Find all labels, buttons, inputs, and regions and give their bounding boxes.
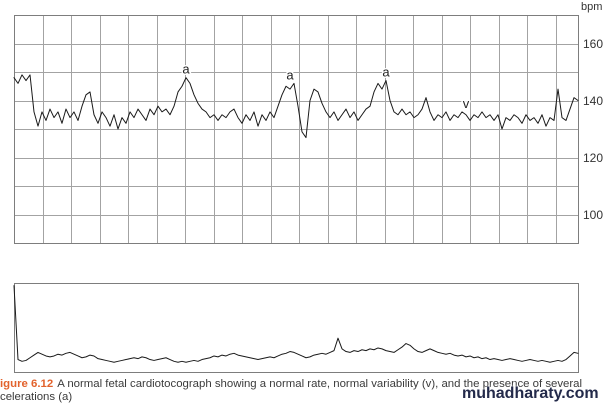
figure-caption-line-2: celerations (a) xyxy=(0,391,72,404)
uterine-activity-series xyxy=(13,285,579,363)
y-tick-label-140: 140 xyxy=(583,94,603,108)
uterine-activity-plot-frame xyxy=(14,283,579,373)
watermark-logo: muhadharaty.com xyxy=(462,385,599,402)
heart-rate-tick-labels: 100 120 140 160 xyxy=(583,37,603,222)
acceleration-label: a xyxy=(382,65,390,80)
fetal-heart-rate-series xyxy=(13,74,579,139)
figure-caption-line-1: igure 6.12 A normal fetal cardiotocograph… xyxy=(0,378,582,391)
y-tick-label-160: 160 xyxy=(583,37,603,51)
variability-label: v xyxy=(463,96,470,111)
uterine-activity-panel xyxy=(13,283,579,373)
fetal-heart-rate-trace xyxy=(13,74,579,139)
y-tick-label-120: 120 xyxy=(583,151,603,165)
uterine-activity-frame-group xyxy=(14,283,579,373)
fetal-heart-rate-grid xyxy=(14,15,579,244)
trace-annotations: a a a v xyxy=(181,60,471,112)
fetal-heart-rate-panel: 100 120 140 160 bpm a a a v xyxy=(13,1,603,244)
figure-caption-text: A normal fetal cardiotocograph showing a… xyxy=(57,378,583,390)
acceleration-label: a xyxy=(182,62,190,77)
uterine-activity-trace xyxy=(13,285,579,363)
heart-rate-unit-label: bpm xyxy=(581,1,602,13)
y-tick-label-100: 100 xyxy=(583,208,603,222)
figure-number: igure 6.12 xyxy=(0,378,54,390)
figure-caption-text-continued: celerations (a) xyxy=(0,391,73,403)
acceleration-label: a xyxy=(286,67,294,82)
heart-rate-plot-frame xyxy=(14,15,579,244)
